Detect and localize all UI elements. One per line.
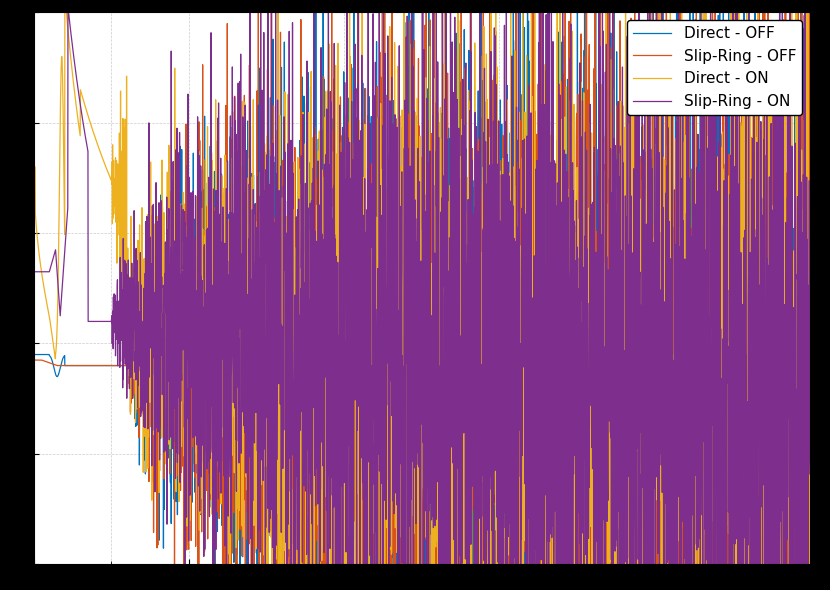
- Slip-Ring - OFF: [398, 399, 408, 406]
- Direct - ON: [355, 412, 365, 419]
- Direct - ON: [743, 576, 753, 584]
- Direct - ON: [782, 348, 792, 355]
- Direct - OFF: [743, 439, 753, 446]
- Slip-Ring - ON: [782, 497, 792, 504]
- Line: Slip-Ring - ON: Slip-Ring - ON: [34, 0, 810, 590]
- Direct - ON: [29, 163, 39, 171]
- Slip-Ring - ON: [805, 296, 815, 303]
- Slip-Ring - ON: [743, 535, 753, 542]
- Slip-Ring - OFF: [782, 542, 792, 549]
- Legend: Direct - OFF, Slip-Ring - OFF, Direct - ON, Slip-Ring - ON: Direct - OFF, Slip-Ring - OFF, Direct - …: [627, 20, 803, 115]
- Line: Direct - OFF: Direct - OFF: [34, 0, 810, 590]
- Direct - OFF: [805, 356, 815, 363]
- Slip-Ring - ON: [29, 268, 39, 276]
- Slip-Ring - OFF: [355, 531, 365, 538]
- Direct - OFF: [355, 320, 365, 327]
- Direct - OFF: [593, 487, 603, 494]
- Slip-Ring - OFF: [361, 248, 371, 255]
- Direct - ON: [398, 212, 408, 219]
- Slip-Ring - OFF: [29, 356, 39, 363]
- Slip-Ring - OFF: [805, 12, 815, 19]
- Line: Direct - ON: Direct - ON: [34, 0, 810, 590]
- Slip-Ring - ON: [593, 174, 603, 181]
- Direct - OFF: [29, 351, 39, 358]
- Direct - OFF: [398, 273, 408, 280]
- Direct - ON: [805, 582, 815, 589]
- Slip-Ring - ON: [398, 363, 408, 371]
- Slip-Ring - ON: [361, 229, 371, 236]
- Direct - ON: [361, 546, 371, 553]
- Line: Slip-Ring - OFF: Slip-Ring - OFF: [34, 0, 810, 590]
